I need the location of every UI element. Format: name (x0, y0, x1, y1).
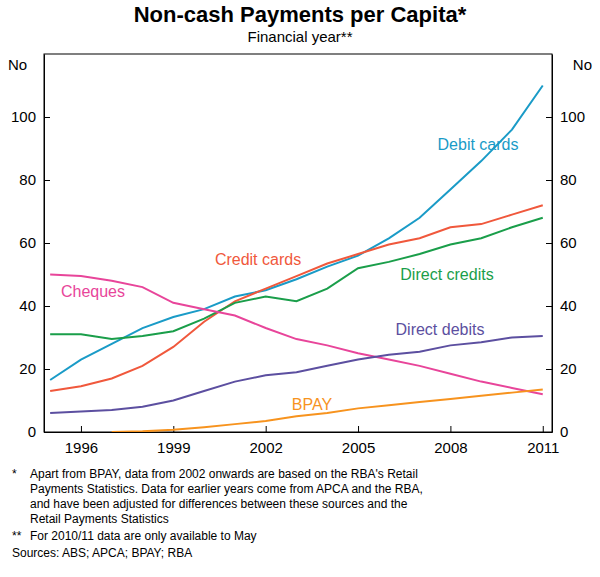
plot-frame (44, 54, 552, 432)
tick-mark (44, 306, 50, 307)
tick-label: 2011 (527, 439, 559, 456)
footnote-marker: ** (12, 529, 22, 543)
series-label: Direct debits (396, 321, 485, 338)
tick-label: 80 (560, 171, 577, 188)
series-line (50, 336, 543, 413)
series-labels: Debit cards Credit cards Direct credits Che… (61, 136, 518, 413)
tick: 2002 (249, 426, 282, 456)
tick: 2011 (527, 426, 559, 456)
tick: 0 (28, 423, 50, 440)
tick-mark (543, 426, 544, 432)
series-line (112, 389, 543, 432)
tick-mark (546, 117, 552, 118)
tick: 20 (19, 360, 50, 377)
title: Non-cash Payments per Capita* (134, 2, 467, 27)
footnote-line: Apart from BPAY, data from 2002 onwards … (30, 467, 418, 481)
tick-label: 80 (19, 171, 36, 188)
y-axis-left: 0 20 40 60 80 100 (11, 55, 50, 441)
tick: 60 (19, 234, 50, 251)
series-line (50, 86, 543, 381)
tick-mark (44, 243, 50, 244)
tick-mark (546, 243, 552, 244)
tick-mark (44, 180, 50, 181)
y-axis-title: No (573, 56, 592, 73)
tick-label: 2005 (342, 439, 375, 456)
lines (50, 86, 543, 433)
tick: 80 (546, 171, 577, 188)
tick: 40 (546, 297, 577, 314)
series-label: Cheques (61, 283, 125, 300)
y-axis-title: No (8, 56, 27, 73)
x-axis: 1996 1999 2002 2005 2008 2011 (45, 426, 560, 456)
footnotes: * Apart from BPAY, data from 2002 onwards… (12, 467, 423, 560)
tick-mark (44, 117, 50, 118)
axis-line (45, 432, 553, 433)
footnote-line: Retail Payments Statistics (30, 512, 169, 526)
tick-label: 40 (560, 297, 577, 314)
tick: 2008 (434, 426, 467, 456)
footnote-marker: * (12, 467, 17, 481)
footnote-line: Payments Statistics. Data for earlier ye… (30, 482, 423, 496)
tick-mark (266, 426, 267, 432)
tick-label: 2002 (249, 439, 282, 456)
tick-mark (546, 180, 552, 181)
series-line (50, 218, 543, 339)
footnote-line: and have been adjusted for differences b… (30, 497, 408, 511)
sources: Sources: ABS; APCA; BPAY; RBA (12, 546, 192, 560)
tick-mark (44, 369, 50, 370)
tick-label: 0 (28, 423, 36, 440)
tick: 40 (19, 297, 50, 314)
tick: 2005 (342, 426, 375, 456)
tick-label: 20 (560, 360, 577, 377)
series-label: Direct credits (400, 266, 493, 283)
tick-mark (450, 426, 451, 432)
tick-label: 1996 (65, 439, 98, 456)
y-axis-right: 0 20 40 60 80 100 (546, 55, 585, 441)
tick-label: 20 (19, 360, 36, 377)
subtitle: Financial year** (247, 28, 352, 45)
tick: 100 (11, 108, 50, 125)
tick-label: 60 (19, 234, 36, 251)
series-line (50, 205, 543, 391)
series-label: Debit cards (438, 136, 519, 153)
tick-label: 1999 (157, 439, 190, 456)
series-label: BPAY (292, 396, 333, 413)
tick: 0 (546, 423, 568, 440)
footnote-line: For 2010/11 data are only available to M… (30, 529, 257, 543)
tick-label: 60 (560, 234, 577, 251)
series-line (50, 275, 543, 395)
tick: 20 (546, 360, 577, 377)
tick: 80 (19, 171, 50, 188)
series-label: Credit cards (215, 251, 301, 268)
tick-mark (546, 369, 552, 370)
tick: 100 (546, 108, 585, 125)
tick-label: 100 (560, 108, 585, 125)
tick-mark (81, 426, 82, 432)
tick: 1996 (65, 426, 98, 456)
tick-label: 40 (19, 297, 36, 314)
tick-label: 2008 (434, 439, 467, 456)
tick-mark (358, 426, 359, 432)
axis-line (552, 55, 553, 433)
tick-label: 100 (11, 108, 36, 125)
tick-label: 0 (560, 423, 568, 440)
tick-mark (546, 306, 552, 307)
tick: 60 (546, 234, 577, 251)
